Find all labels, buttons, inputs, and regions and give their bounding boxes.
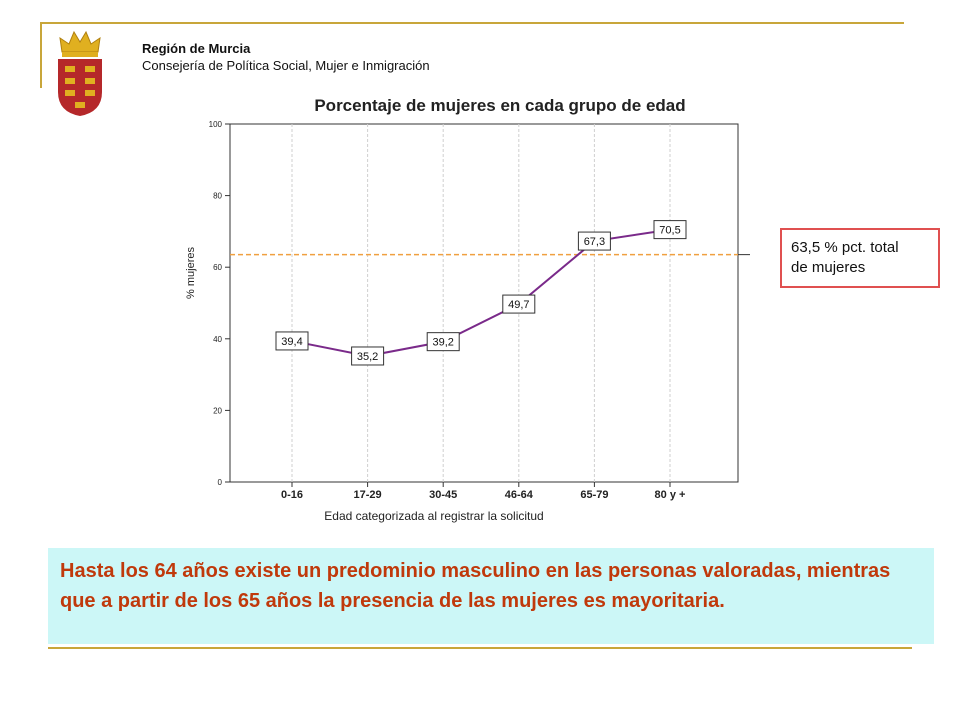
callout-line-2: de mujeres [791, 259, 866, 276]
line-chart: 0 20 40 60 80 100 0-16 17-29 30-45 46-64 65-79 80 y… [185, 120, 750, 523]
data-label-text: 35,2 [357, 351, 378, 363]
x-tick-label: 46-64 [505, 489, 534, 501]
data-label-text: 49,7 [508, 299, 529, 311]
data-label: 67,3 [577, 231, 611, 251]
data-label: 39,4 [275, 331, 309, 351]
data-label-text: 67,3 [584, 236, 605, 248]
top-rule [40, 22, 904, 24]
data-label: 49,7 [502, 294, 536, 314]
total-percentage-callout: 63,5 % pct. total de mujeres [780, 228, 940, 288]
data-label: 70,5 [653, 220, 687, 240]
data-label-text: 39,2 [432, 337, 453, 349]
left-rule [40, 22, 42, 88]
x-tick-label: 0-16 [281, 489, 303, 501]
organization-header: Región de Murcia Consejería de Política … [142, 40, 430, 74]
x-tick-label: 80 y + [655, 489, 686, 501]
conclusion-text: Hasta los 64 años existe un predominio m… [60, 560, 891, 612]
y-tick-label: 100 [209, 120, 223, 129]
org-name: Región de Murcia [142, 41, 251, 56]
conclusion-note: Hasta los 64 años existe un predominio m… [48, 548, 934, 644]
data-label-box [502, 294, 536, 314]
y-tick-label: 20 [213, 406, 222, 415]
department-name: Consejería de Política Social, Mujer e I… [142, 58, 430, 73]
data-label-text: 39,4 [281, 336, 302, 348]
data-label-text: 70,5 [659, 225, 680, 237]
chart-title: Porcentaje de mujeres en cada grupo de e… [314, 96, 686, 115]
y-tick-label: 60 [213, 263, 222, 272]
x-axis-label: Edad categorizada al registrar la solici… [324, 509, 543, 523]
data-label-box [577, 231, 611, 251]
y-axis-label: % mujeres [185, 247, 197, 299]
data-label-box [351, 346, 385, 366]
x-tick-label: 65-79 [580, 489, 608, 501]
y-tick-label: 40 [213, 335, 222, 344]
y-tick-label: 0 [218, 478, 223, 487]
region-coat-of-arms-logo [58, 30, 102, 116]
bottom-rule [48, 647, 912, 649]
callout-line-1: 63,5 % pct. total [791, 239, 899, 256]
data-label-box [275, 331, 309, 351]
x-tick-label: 30-45 [429, 489, 457, 501]
y-tick-label: 80 [213, 192, 222, 201]
data-label: 39,2 [426, 332, 460, 352]
data-label-box [426, 332, 460, 352]
plot-frame [229, 123, 739, 483]
x-tick-label: 17-29 [354, 489, 382, 501]
data-label: 35,2 [351, 346, 385, 366]
data-label-box [653, 220, 687, 240]
